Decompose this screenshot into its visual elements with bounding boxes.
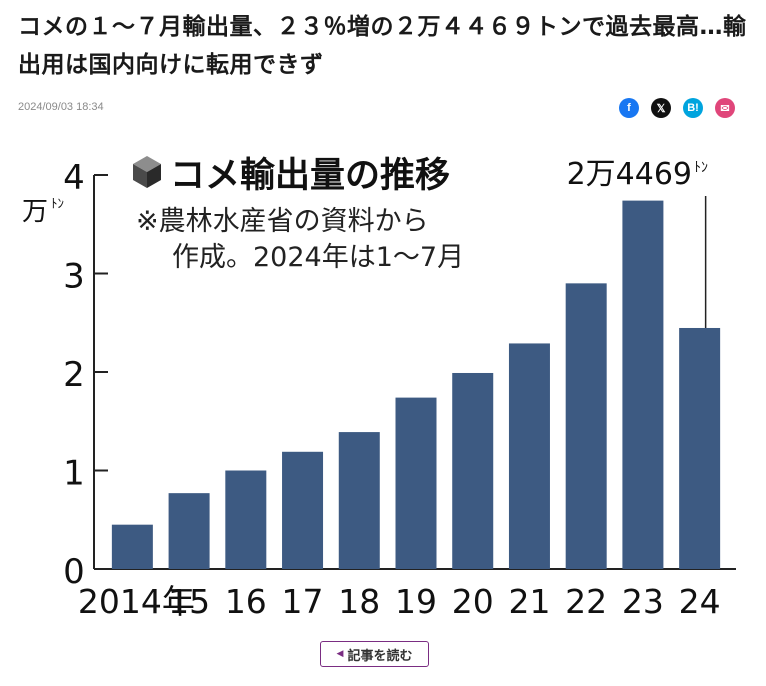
y-tick-label: 1 bbox=[63, 454, 85, 494]
callout-value: 2万4469 bbox=[567, 157, 692, 192]
bar bbox=[111, 524, 153, 569]
chart-bars bbox=[111, 200, 721, 570]
x-tick-label: 2014年 bbox=[78, 582, 195, 621]
x-tick-label: 18 bbox=[338, 582, 380, 621]
y-tick-label: 4 bbox=[63, 158, 85, 198]
x-tick-label: 15 bbox=[168, 582, 210, 621]
chart-note-line-2: 作成。2024年は1～7月 bbox=[172, 242, 464, 273]
read-article-button[interactable]: ◀ 記事を読む bbox=[320, 641, 429, 667]
mail-share-icon[interactable]: ✉ bbox=[715, 98, 735, 118]
x-tick-label: 20 bbox=[452, 582, 494, 621]
bar bbox=[508, 343, 550, 569]
x-tick-label: 19 bbox=[395, 582, 437, 621]
x-tick-label: 22 bbox=[565, 582, 607, 621]
y-unit-label: 万 bbox=[22, 197, 48, 227]
bar bbox=[679, 327, 721, 569]
chart-title: コメ輸出量の推移 bbox=[170, 156, 450, 196]
x-tick-label: 24 bbox=[679, 582, 721, 621]
article-headline: コメの１～７月輸出量、２３％増の２万４４６９トンで過去最高…輸出用は国内向けに転… bbox=[18, 14, 747, 78]
y-tick-label: 3 bbox=[63, 257, 85, 297]
read-article-label: 記事を読む bbox=[347, 648, 413, 664]
y-tick-label: 2 bbox=[63, 355, 85, 395]
chevron-left-icon: ◀ bbox=[336, 649, 344, 659]
publish-date: 2024/09/03 18:34 bbox=[18, 101, 104, 113]
y-tick-label: 0 bbox=[63, 552, 85, 592]
chart-title-block: コメ輸出量の推移 ※農林水産省の資料から 作成。2024年は1～7月 bbox=[133, 156, 464, 273]
callout-suffix: ﾄﾝ bbox=[694, 160, 708, 176]
x-tick-label: 21 bbox=[508, 582, 550, 621]
bar bbox=[452, 372, 494, 569]
chart-note-line-1: ※農林水産省の資料から bbox=[136, 206, 429, 237]
x-tick-label: 23 bbox=[622, 582, 664, 621]
hatena-bookmark-share-icon[interactable]: B! bbox=[683, 98, 703, 118]
bar bbox=[338, 432, 380, 569]
bar bbox=[282, 451, 324, 569]
y-unit-suffix: ﾄﾝ bbox=[51, 197, 64, 212]
cube-icon bbox=[133, 156, 161, 188]
bar bbox=[168, 493, 210, 569]
x-tick-label: 17 bbox=[282, 582, 324, 621]
article-meta: 2024/09/03 18:34 f 𝕏 B! ✉ bbox=[18, 96, 740, 122]
bar bbox=[225, 470, 267, 569]
bar bbox=[565, 283, 607, 569]
export-volume-chart: 0 1 2 3 4 万ﾄﾝ 2014年 15 16 17 18 19 20 21 22 23 24 2万4469… bbox=[0, 138, 766, 628]
bar bbox=[622, 200, 664, 570]
bar bbox=[395, 397, 437, 569]
x-share-icon[interactable]: 𝕏 bbox=[651, 98, 671, 118]
facebook-share-icon[interactable]: f bbox=[619, 98, 639, 118]
x-tick-label: 16 bbox=[225, 582, 267, 621]
